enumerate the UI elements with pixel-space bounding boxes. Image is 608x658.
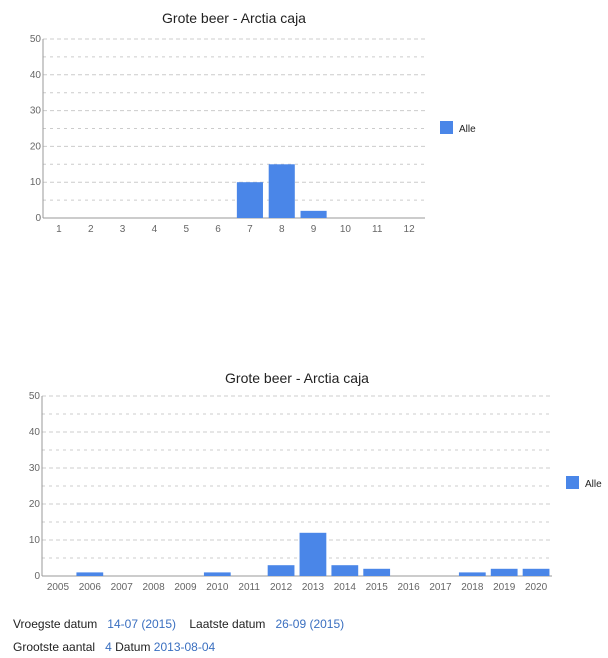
y-tick-label: 50 — [30, 34, 42, 45]
date-label: Datum — [115, 640, 151, 654]
earliest-date-label: Vroegste datum — [13, 617, 98, 631]
latest-date-label: Laatste datum — [189, 617, 266, 631]
y-tick-label: 40 — [29, 427, 41, 438]
x-tick-label: 2020 — [525, 582, 548, 593]
x-tick-label: 2006 — [79, 582, 102, 593]
x-tick-label: 2011 — [238, 582, 260, 593]
x-tick-label: 1 — [56, 224, 62, 235]
largest-count-label: Grootste aantal — [13, 640, 96, 654]
y-tick-label: 30 — [29, 463, 41, 474]
largest-count-info: Grootste aantal 4 Datum 2013-08-04 — [13, 640, 215, 654]
x-tick-label: 9 — [311, 224, 317, 235]
x-tick-label: 2008 — [142, 582, 165, 593]
x-tick-label: 2014 — [334, 582, 357, 593]
bar[interactable] — [267, 565, 295, 576]
bar[interactable] — [522, 568, 550, 576]
bar[interactable] — [236, 182, 263, 218]
x-tick-label: 6 — [215, 224, 221, 235]
x-tick-label: 2007 — [111, 582, 134, 593]
y-tick-label: 40 — [30, 70, 42, 81]
year-chart: Grote beer - Arctia caja 0 10 20 30 40 50 2005 2… — [0, 360, 608, 600]
x-tick-label: 5 — [183, 224, 189, 235]
x-tick-label: 4 — [152, 224, 158, 235]
y-tick-label: 30 — [30, 106, 42, 117]
chart-title: Grote beer - Arctia caja — [225, 370, 369, 386]
x-tick-label: 12 — [404, 224, 416, 235]
x-tick-label: 2005 — [47, 582, 70, 593]
bar[interactable] — [490, 568, 518, 576]
bar[interactable] — [203, 572, 231, 576]
x-tick-label: 10 — [340, 224, 352, 235]
legend-label[interactable]: Alle — [459, 124, 476, 135]
y-tick-label: 10 — [30, 177, 42, 188]
y-tick-label: 20 — [30, 141, 42, 152]
latest-date-value: 26-09 (2015) — [275, 617, 345, 631]
bar[interactable] — [458, 572, 486, 576]
x-tick-label: 7 — [247, 224, 253, 235]
x-tick-label: 11 — [372, 224, 383, 235]
legend-swatch[interactable] — [566, 476, 579, 489]
x-tick-label: 2012 — [270, 582, 293, 593]
x-tick-label: 2010 — [206, 582, 229, 593]
chart-svg: Grote beer - Arctia caja 0 10 20 30 40 50 2005 2… — [29, 370, 602, 593]
x-tick-label: 2018 — [461, 582, 484, 593]
legend-swatch[interactable] — [440, 121, 453, 134]
y-tick-label: 0 — [35, 213, 41, 224]
date-range-info: Vroegste datum 14-07 (2015) Laatste datu… — [13, 617, 344, 631]
month-chart: Grote beer - Arctia caja 0 10 20 30 40 50 1 2 3 4 5… — [0, 0, 608, 250]
chart-title: Grote beer - Arctia caja — [162, 10, 306, 26]
legend-label[interactable]: Alle — [585, 479, 602, 490]
bar[interactable] — [363, 568, 391, 576]
y-tick-label: 20 — [29, 499, 41, 510]
y-tick-label: 50 — [29, 391, 41, 402]
x-tick-label: 2009 — [174, 582, 197, 593]
x-tick-label: 2015 — [366, 582, 389, 593]
earliest-date-value: 14-07 (2015) — [107, 617, 177, 631]
y-tick-label: 0 — [34, 571, 40, 582]
x-tick-label: 2017 — [429, 582, 452, 593]
x-tick-label: 2016 — [397, 582, 420, 593]
x-tick-label: 2 — [88, 224, 94, 235]
y-tick-label: 10 — [29, 535, 41, 546]
bar[interactable] — [331, 565, 359, 576]
x-tick-label: 2019 — [493, 582, 516, 593]
date-value[interactable]: 2013-08-04 — [153, 640, 216, 654]
bar[interactable] — [268, 164, 295, 218]
bar[interactable] — [76, 572, 104, 576]
x-tick-label: 2013 — [302, 582, 325, 593]
x-tick-label: 3 — [120, 224, 126, 235]
bar[interactable] — [300, 210, 327, 218]
largest-count-value: 4 — [105, 640, 112, 654]
x-tick-label: 8 — [279, 224, 285, 235]
bar[interactable] — [299, 532, 327, 576]
